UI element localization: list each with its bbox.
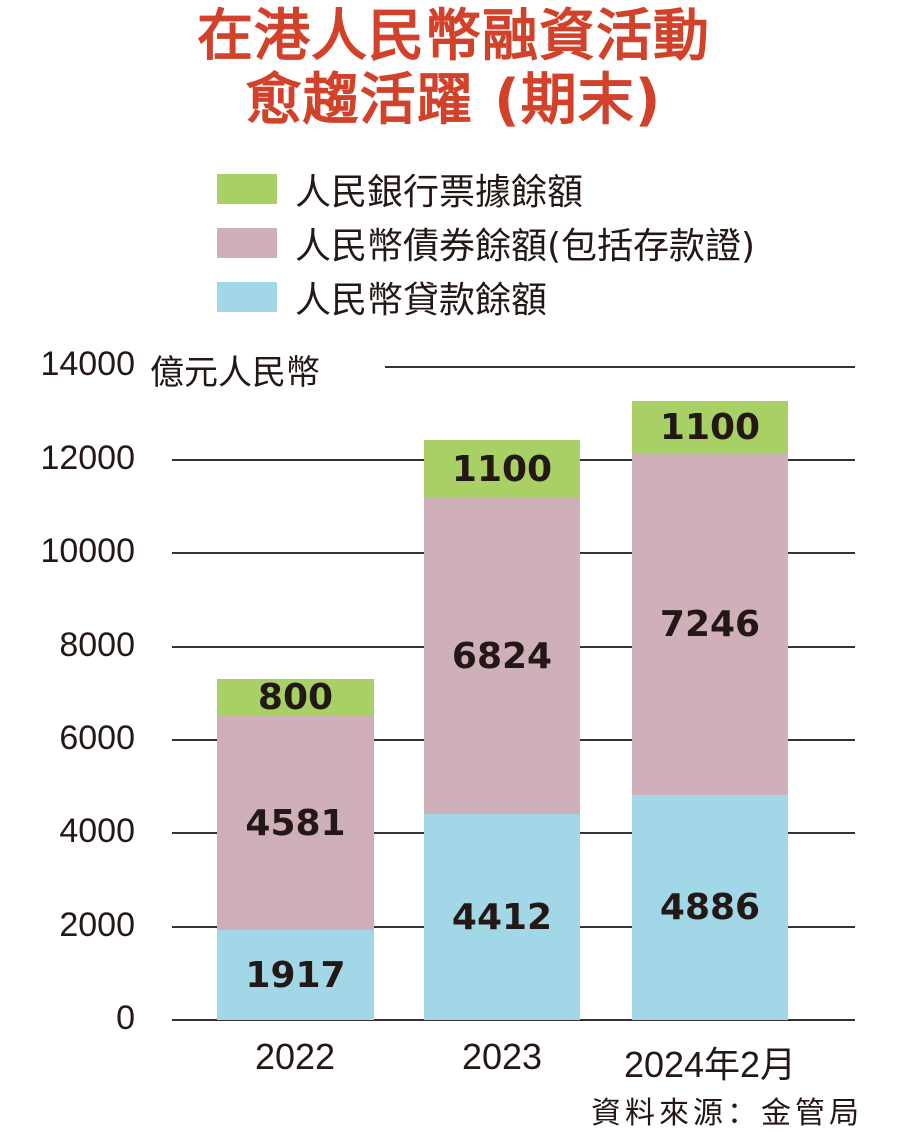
- bar-2024-feb-bonds: 7246: [632, 454, 788, 795]
- y-axis-unit: 億元人民幣: [150, 353, 320, 393]
- y-tick-0: 0: [116, 999, 135, 1037]
- gridline-14000: [385, 366, 855, 368]
- legend-item-loans: 人民幣貸款餘額: [217, 270, 755, 324]
- y-tick-12000: 12000: [40, 439, 135, 477]
- y-tick-10000: 10000: [40, 532, 135, 570]
- legend-label-bills: 人民銀行票據餘額: [295, 172, 584, 213]
- bar-2024-feb-bills: 1100: [632, 401, 788, 454]
- legend-item-bills: 人民銀行票據餘額: [217, 162, 755, 216]
- y-tick-8000: 8000: [59, 626, 135, 664]
- x-label-2024-feb: 2024年2月: [623, 1044, 797, 1085]
- legend-label-bonds: 人民幣債券餘額(包括存款證): [295, 226, 756, 267]
- legend-swatch-loans: [217, 282, 277, 312]
- x-label-2023: 2023: [461, 1036, 543, 1077]
- bar-2022-loans: 1917: [217, 930, 374, 1020]
- y-tick-14000: 14000: [40, 345, 135, 383]
- source-note: 資料來源：金管局: [591, 1096, 863, 1131]
- legend-swatch-bills: [217, 174, 277, 204]
- gridline-0: [172, 1019, 855, 1021]
- chart-title-line1: 在港人民幣融資活動: [197, 4, 710, 69]
- bar-2023-bills: 1100: [424, 440, 580, 498]
- bar-2022-bonds: 4581: [217, 716, 374, 930]
- bar-2022-bills: 800: [217, 677, 374, 718]
- bar-2023-loans: 4412: [424, 814, 580, 1020]
- y-tick-2000: 2000: [59, 906, 135, 944]
- chart-title-line2: 愈趨活躍 (期末): [245, 68, 662, 133]
- y-tick-6000: 6000: [59, 719, 135, 757]
- bar-2024-feb-loans: 4886: [632, 795, 788, 1020]
- bar-2023-bonds: 6824: [424, 498, 580, 814]
- legend-label-loans: 人民幣貸款餘額: [295, 280, 548, 321]
- legend-swatch-bonds: [217, 228, 277, 258]
- x-label-2022: 2022: [254, 1036, 336, 1077]
- y-tick-4000: 4000: [59, 812, 135, 850]
- legend-item-bonds: 人民幣債券餘額(包括存款證): [217, 216, 755, 270]
- legend: 人民銀行票據餘額 人民幣債券餘額(包括存款證) 人民幣貸款餘額: [217, 162, 755, 324]
